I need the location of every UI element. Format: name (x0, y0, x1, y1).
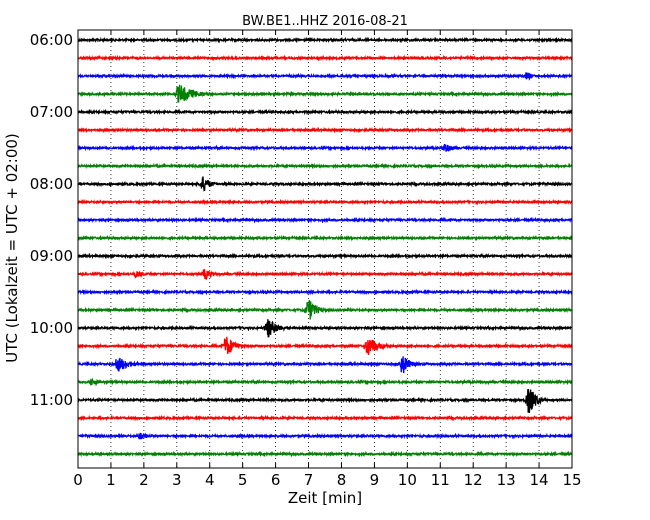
seismic-trace-1145 (77, 450, 573, 458)
seismic-trace-1045 (77, 377, 573, 387)
x-tick-label: 14 (530, 471, 549, 489)
x-tick-label: 4 (205, 471, 215, 489)
plot-frame (77, 29, 573, 469)
seismic-trace-0730 (77, 144, 573, 152)
x-tick-label: 7 (304, 471, 314, 489)
x-tick-label: 0 (73, 471, 83, 489)
y-axis-ticks: 06:00 07:00 08:00 09:00 10:00 11:00 (30, 31, 83, 409)
x-axis-ticks: 0 1 2 3 4 5 6 7 8 9 10 11 12 13 14 15 (73, 30, 582, 489)
x-axis-label: Zeit [min] (288, 489, 362, 507)
seismic-trace-1015 (77, 336, 573, 355)
x-tick-label: 15 (562, 471, 581, 489)
seismic-trace-1000 (77, 319, 573, 338)
seismic-trace-1100 (77, 389, 573, 414)
y-tick-label: 06:00 (30, 31, 73, 49)
seismic-trace-0900 (77, 252, 573, 260)
x-tick-label: 9 (370, 471, 380, 489)
seismic-trace-1115 (77, 414, 573, 422)
x-tick-label: 8 (337, 471, 347, 489)
seismic-trace-0945 (77, 299, 573, 320)
seismic-trace-0600 (77, 36, 573, 44)
x-tick-label: 11 (431, 471, 450, 489)
y-tick-label: 09:00 (30, 247, 73, 265)
y-tick-label: 10:00 (30, 319, 73, 337)
x-tick-label: 3 (172, 471, 182, 489)
trace-group (77, 36, 573, 458)
chart-title: BW.BE1..HHZ 2016-08-21 (242, 14, 408, 29)
seismic-trace-0715 (77, 126, 573, 134)
seismic-trace-0615 (77, 54, 573, 62)
x-tick-label: 2 (139, 471, 149, 489)
x-tick-label: 1 (106, 471, 116, 489)
seismic-trace-0630 (77, 72, 573, 81)
seismic-trace-0830 (77, 216, 573, 224)
seismic-trace-1030 (77, 356, 573, 374)
seismic-trace-0845 (77, 234, 573, 242)
x-tick-label: 6 (271, 471, 281, 489)
y-tick-label: 08:00 (30, 175, 73, 193)
x-tick-label: 5 (238, 471, 248, 489)
seismic-trace-0700 (77, 108, 573, 116)
seismic-trace-0930 (77, 288, 573, 296)
x-tick-label: 12 (464, 471, 483, 489)
seismic-trace-0800 (77, 176, 573, 192)
seismic-trace-1130 (77, 432, 573, 441)
y-axis-label: UTC (Lokalzeit = UTC + 02:00) (3, 133, 21, 363)
seismic-trace-0915 (77, 268, 573, 281)
x-tick-label: 13 (497, 471, 516, 489)
seismic-trace-0645 (77, 84, 573, 103)
seismic-trace-0745 (77, 162, 573, 170)
y-tick-label: 07:00 (30, 103, 73, 121)
y-tick-label: 11:00 (30, 391, 73, 409)
x-tick-label: 10 (398, 471, 417, 489)
seismic-trace-0815 (77, 198, 573, 206)
